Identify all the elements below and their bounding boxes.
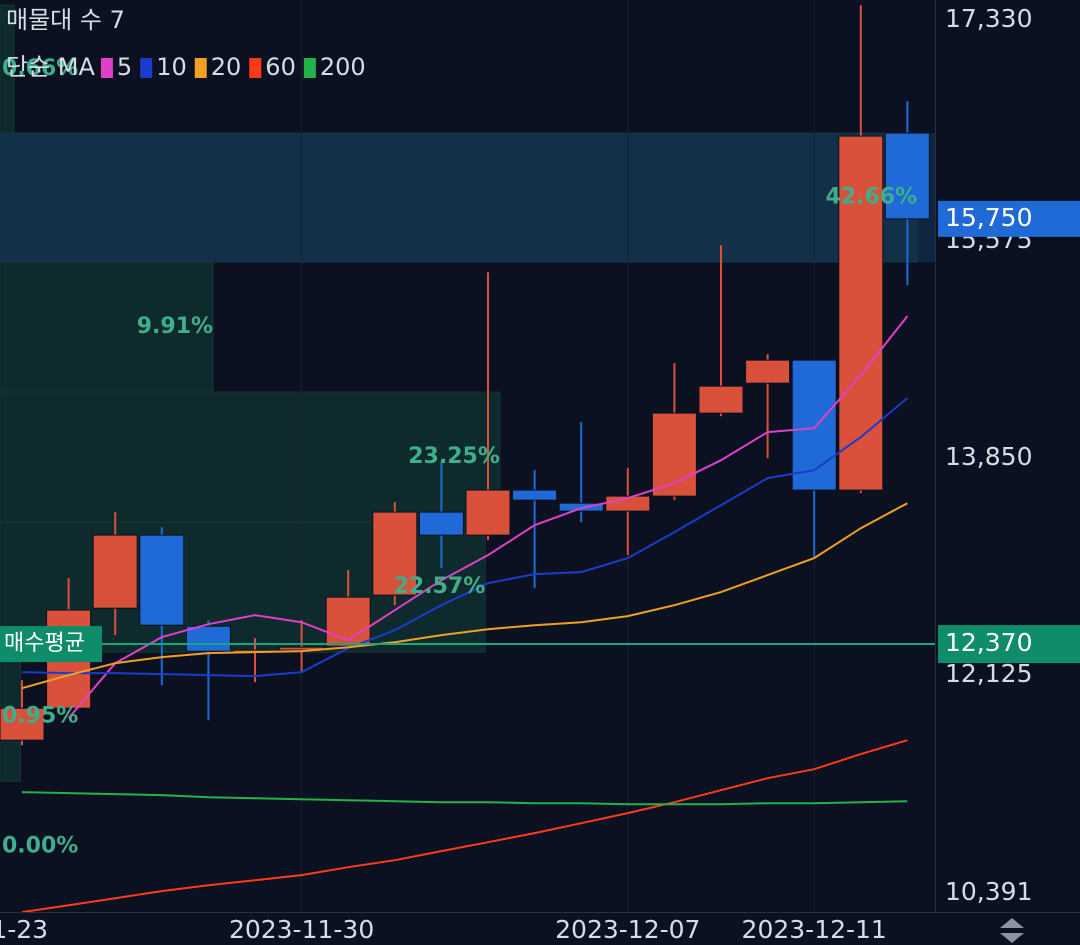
profile-label: 9.91% <box>137 314 213 339</box>
profile-label: 23.25% <box>408 444 500 469</box>
legend-label: 5 <box>117 53 132 81</box>
candle-body <box>325 596 371 647</box>
candle-body <box>791 359 837 491</box>
x-tick-label: 2023-11-23 <box>0 915 48 944</box>
last-price-tag <box>938 200 1080 237</box>
last-price-label: 15,750 <box>945 203 1032 232</box>
profile-label: 0.95% <box>2 704 78 729</box>
candle-body <box>0 707 45 741</box>
buy-average-axis-tag <box>938 625 1080 664</box>
x-tick-label: 2023-12-11 <box>742 915 887 944</box>
candle-body <box>884 132 930 220</box>
candle-body <box>512 489 558 501</box>
candle-body <box>372 511 418 596</box>
ma-line <box>21 397 909 678</box>
ma-legend-label: 단순 MA <box>6 53 95 81</box>
y-tick-label: 10,391 <box>945 877 1032 906</box>
candle-body <box>838 135 884 491</box>
candle-body <box>185 625 231 652</box>
profile-label: 0.00% <box>2 834 78 859</box>
ma-line <box>67 315 909 719</box>
legend-label: 200 <box>320 53 366 81</box>
legend-label: 10 <box>156 53 187 81</box>
candle-body <box>139 534 185 626</box>
legend-swatch <box>303 58 316 78</box>
candle-body <box>92 534 138 609</box>
ma-line <box>21 791 908 806</box>
title: 매물대 수 7 <box>6 6 125 34</box>
legend-swatch <box>249 58 262 78</box>
legend-label: 60 <box>265 53 296 81</box>
y-tick-label: 12,125 <box>945 659 1032 688</box>
x-tick-label: 2023-12-07 <box>555 915 700 944</box>
buy-average-value: 12,370 <box>945 628 1032 657</box>
profile-label: 22.57% <box>394 574 486 599</box>
legend-swatch <box>194 58 207 78</box>
profile-label: 42.66% <box>826 185 918 210</box>
legend-swatch <box>140 58 153 78</box>
ma-line <box>21 739 908 914</box>
candle-body <box>465 489 511 536</box>
scroll-icon[interactable] <box>1000 918 1024 943</box>
profile-bar <box>0 391 501 523</box>
profile-bar <box>0 132 918 263</box>
ma-line <box>21 502 908 690</box>
candle-body <box>558 502 604 512</box>
x-tick-label: 2023-11-30 <box>229 915 374 944</box>
profile-label: 0.66% <box>2 56 78 81</box>
y-tick-label: 17,330 <box>945 4 1032 33</box>
candle-body <box>745 359 791 384</box>
legend-swatch <box>100 58 113 78</box>
legend-label: 20 <box>211 53 242 81</box>
candle-body <box>418 511 464 536</box>
buy-average-tag <box>0 626 102 663</box>
candle-body <box>698 385 744 414</box>
buy-average-name: 매수평균 <box>4 631 85 656</box>
y-tick-label: 13,850 <box>945 442 1032 471</box>
